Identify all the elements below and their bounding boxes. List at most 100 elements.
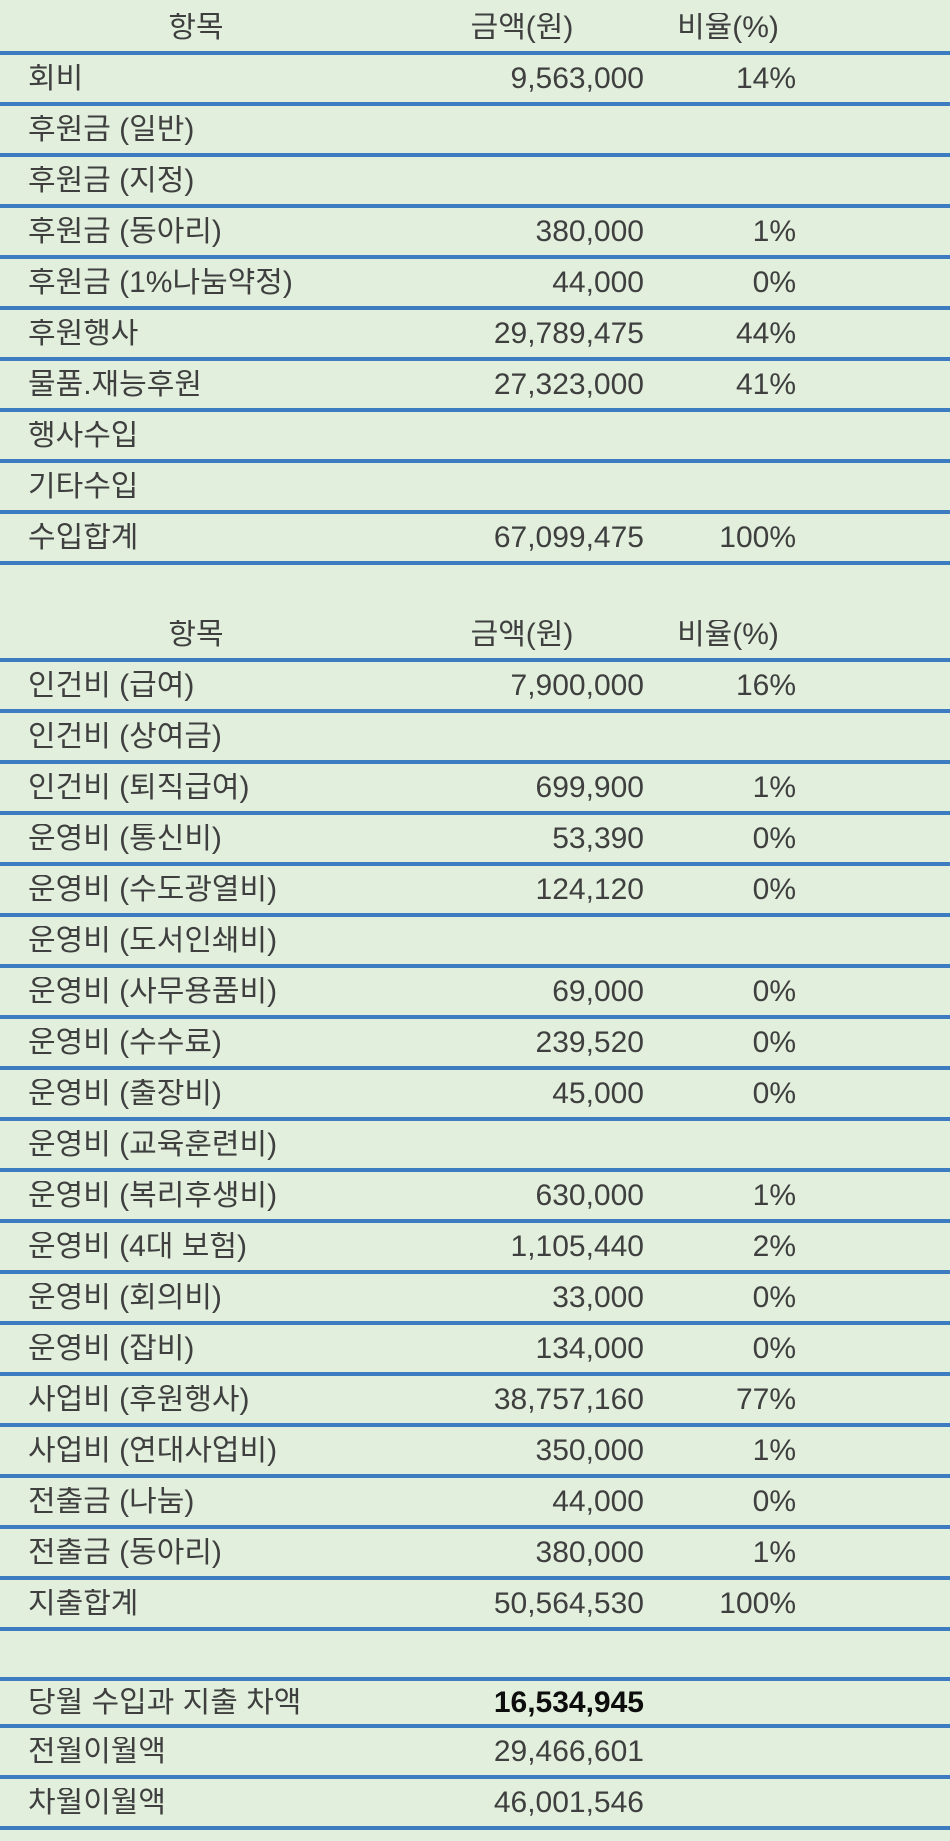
cell-item: 당월 수입과 지출 차액 bbox=[28, 1687, 302, 1718]
cell-item: 차월이월액 bbox=[28, 1787, 166, 1818]
cell-amount: 380,000 bbox=[535, 1537, 644, 1568]
expense-column-header-amount: 금액(원) bbox=[470, 619, 574, 650]
cell-amount: 69,000 bbox=[552, 976, 644, 1007]
cell-ratio: 77% bbox=[735, 1384, 796, 1415]
cell-item: 운영비 (사무용품비) bbox=[28, 976, 278, 1007]
cell-item: 운영비 (도서인쇄비) bbox=[28, 925, 278, 956]
expense-column-header-item: 항목 bbox=[168, 619, 224, 650]
table-row: 물품.재능후원 27,323,000 41% bbox=[0, 361, 950, 412]
table-row: 사업비 (연대사업비) 350,000 1% bbox=[0, 1427, 950, 1478]
cell-item: 회비 bbox=[28, 63, 84, 94]
cell-item: 전출금 (나눔) bbox=[28, 1486, 195, 1517]
cell-amount: 350,000 bbox=[535, 1435, 644, 1466]
cell-amount: 67,099,475 bbox=[493, 522, 644, 553]
table-row: 지출합계 50,564,530 100% bbox=[0, 1580, 950, 1631]
cell-item: 운영비 (회의비) bbox=[28, 1282, 222, 1313]
table-row: 후원금 (지정) bbox=[0, 157, 950, 208]
cell-ratio: 1% bbox=[752, 772, 796, 803]
table-row: 후원금 (일반) bbox=[0, 106, 950, 157]
cell-item: 기타수입 bbox=[28, 471, 139, 502]
income-rows: 회비 9,563,000 14% 후원금 (일반) 후원금 (지정) 후원금 (동아리) 3… bbox=[0, 55, 950, 565]
cell-amount: 29,466,601 bbox=[493, 1736, 644, 1767]
cell-ratio: 41% bbox=[735, 369, 796, 400]
cell-item: 사업비 (후원행사) bbox=[28, 1384, 250, 1415]
table-row: 수입합계 67,099,475 100% bbox=[0, 514, 950, 565]
cell-item: 후원금 (지정) bbox=[28, 165, 195, 196]
cell-amount: 50,564,530 bbox=[493, 1588, 644, 1619]
section-gap bbox=[0, 1631, 950, 1677]
cell-ratio: 14% bbox=[735, 63, 796, 94]
table-row: 인건비 (상여금) bbox=[0, 713, 950, 764]
cell-ratio: 1% bbox=[752, 216, 796, 247]
section-gap bbox=[0, 565, 950, 611]
income-column-header-ratio: 비율(%) bbox=[677, 12, 779, 43]
table-row: 운영비 (수도광열비) 124,120 0% bbox=[0, 866, 950, 917]
cell-ratio: 0% bbox=[752, 1333, 796, 1364]
cell-amount: 44,000 bbox=[552, 267, 644, 298]
cell-ratio: 100% bbox=[719, 1588, 796, 1619]
cell-ratio: 44% bbox=[735, 318, 796, 349]
table-row: 전출금 (동아리) 380,000 1% bbox=[0, 1529, 950, 1580]
cell-item: 행사수입 bbox=[28, 420, 139, 451]
cell-ratio: 16% bbox=[735, 670, 796, 701]
table-row: 후원행사 29,789,475 44% bbox=[0, 310, 950, 361]
table-row: 운영비 (사무용품비) 69,000 0% bbox=[0, 968, 950, 1019]
cell-amount: 46,001,546 bbox=[493, 1787, 644, 1818]
summary-section: 당월 수입과 지출 차액 16,534,945 전월이월액 29,466,601 차월이… bbox=[0, 1677, 950, 1830]
cell-ratio: 0% bbox=[752, 874, 796, 905]
table-row: 운영비 (잡비) 134,000 0% bbox=[0, 1325, 950, 1376]
summary-rows: 당월 수입과 지출 차액 16,534,945 전월이월액 29,466,601 차월이… bbox=[0, 1677, 950, 1830]
table-row: 전출금 (나눔) 44,000 0% bbox=[0, 1478, 950, 1529]
income-column-header-item: 항목 bbox=[168, 12, 224, 43]
cell-ratio: 0% bbox=[752, 267, 796, 298]
table-row: 인건비 (퇴직급여) 699,900 1% bbox=[0, 764, 950, 815]
table-row: 사업비 (후원행사) 38,757,160 77% bbox=[0, 1376, 950, 1427]
cell-item: 운영비 (수도광열비) bbox=[28, 874, 278, 905]
cell-item: 인건비 (퇴직급여) bbox=[28, 772, 250, 803]
expense-header-row: 항목 금액(원) 비율(%) bbox=[0, 611, 950, 662]
income-header-row: 항목 금액(원) 비율(%) bbox=[0, 4, 950, 55]
cell-amount: 44,000 bbox=[552, 1486, 644, 1517]
table-row: 운영비 (회의비) 33,000 0% bbox=[0, 1274, 950, 1325]
cell-ratio: 2% bbox=[752, 1231, 796, 1262]
cell-amount: 124,120 bbox=[535, 874, 644, 905]
cell-amount: 239,520 bbox=[535, 1027, 644, 1058]
income-column-header-amount: 금액(원) bbox=[470, 12, 574, 43]
cell-ratio: 0% bbox=[752, 1027, 796, 1058]
cell-item: 운영비 (수수료) bbox=[28, 1027, 222, 1058]
cell-item: 인건비 (급여) bbox=[28, 670, 195, 701]
table-row: 당월 수입과 지출 차액 16,534,945 bbox=[0, 1677, 950, 1728]
table-row: 행사수입 bbox=[0, 412, 950, 463]
cell-item: 운영비 (교육훈련비) bbox=[28, 1129, 278, 1160]
income-section: 항목 금액(원) 비율(%) 회비 9,563,000 14% 후원금 (일반) 후원금… bbox=[0, 4, 950, 565]
cell-ratio: 1% bbox=[752, 1435, 796, 1466]
cell-amount: 45,000 bbox=[552, 1078, 644, 1109]
cell-item: 인건비 (상여금) bbox=[28, 721, 222, 752]
cell-amount: 380,000 bbox=[535, 216, 644, 247]
cell-item: 후원금 (일반) bbox=[28, 114, 195, 145]
table-row: 운영비 (4대 보험) 1,105,440 2% bbox=[0, 1223, 950, 1274]
cell-item: 전출금 (동아리) bbox=[28, 1537, 222, 1568]
cell-item: 운영비 (통신비) bbox=[28, 823, 222, 854]
cell-ratio: 1% bbox=[752, 1537, 796, 1568]
cell-amount: 7,900,000 bbox=[510, 670, 644, 701]
table-row: 회비 9,563,000 14% bbox=[0, 55, 950, 106]
cell-ratio: 1% bbox=[752, 1180, 796, 1211]
cell-ratio: 0% bbox=[752, 1078, 796, 1109]
table-row: 운영비 (복리후생비) 630,000 1% bbox=[0, 1172, 950, 1223]
cell-ratio: 0% bbox=[752, 823, 796, 854]
cell-amount: 16,534,945 bbox=[493, 1687, 644, 1718]
expense-rows: 인건비 (급여) 7,900,000 16% 인건비 (상여금) 인건비 (퇴직급여) 6… bbox=[0, 662, 950, 1631]
expense-section: 항목 금액(원) 비율(%) 인건비 (급여) 7,900,000 16% 인건비 (… bbox=[0, 611, 950, 1631]
cell-amount: 29,789,475 bbox=[493, 318, 644, 349]
cell-item: 사업비 (연대사업비) bbox=[28, 1435, 278, 1466]
table-row: 운영비 (통신비) 53,390 0% bbox=[0, 815, 950, 866]
cell-item: 운영비 (잡비) bbox=[28, 1333, 195, 1364]
cell-item: 후원금 (동아리) bbox=[28, 216, 222, 247]
cell-ratio: 0% bbox=[752, 976, 796, 1007]
cell-ratio: 100% bbox=[719, 522, 796, 553]
table-row: 후원금 (1%나눔약정) 44,000 0% bbox=[0, 259, 950, 310]
table-row: 운영비 (수수료) 239,520 0% bbox=[0, 1019, 950, 1070]
cell-amount: 134,000 bbox=[535, 1333, 644, 1364]
cell-ratio: 0% bbox=[752, 1486, 796, 1517]
